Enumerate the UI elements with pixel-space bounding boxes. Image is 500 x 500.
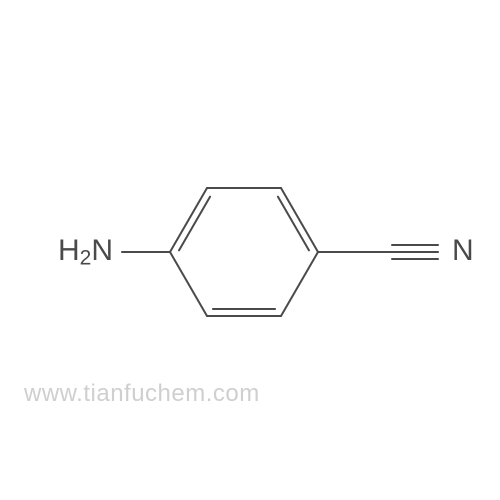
atom-label: H2N [58, 234, 113, 269]
atom-label: N [452, 234, 474, 267]
molecule-diagram: H2N N [0, 0, 500, 500]
watermark-text: www.tianfuchem.com [24, 380, 260, 408]
figure-canvas: H2N N www.tianfuchem.com [0, 0, 500, 500]
